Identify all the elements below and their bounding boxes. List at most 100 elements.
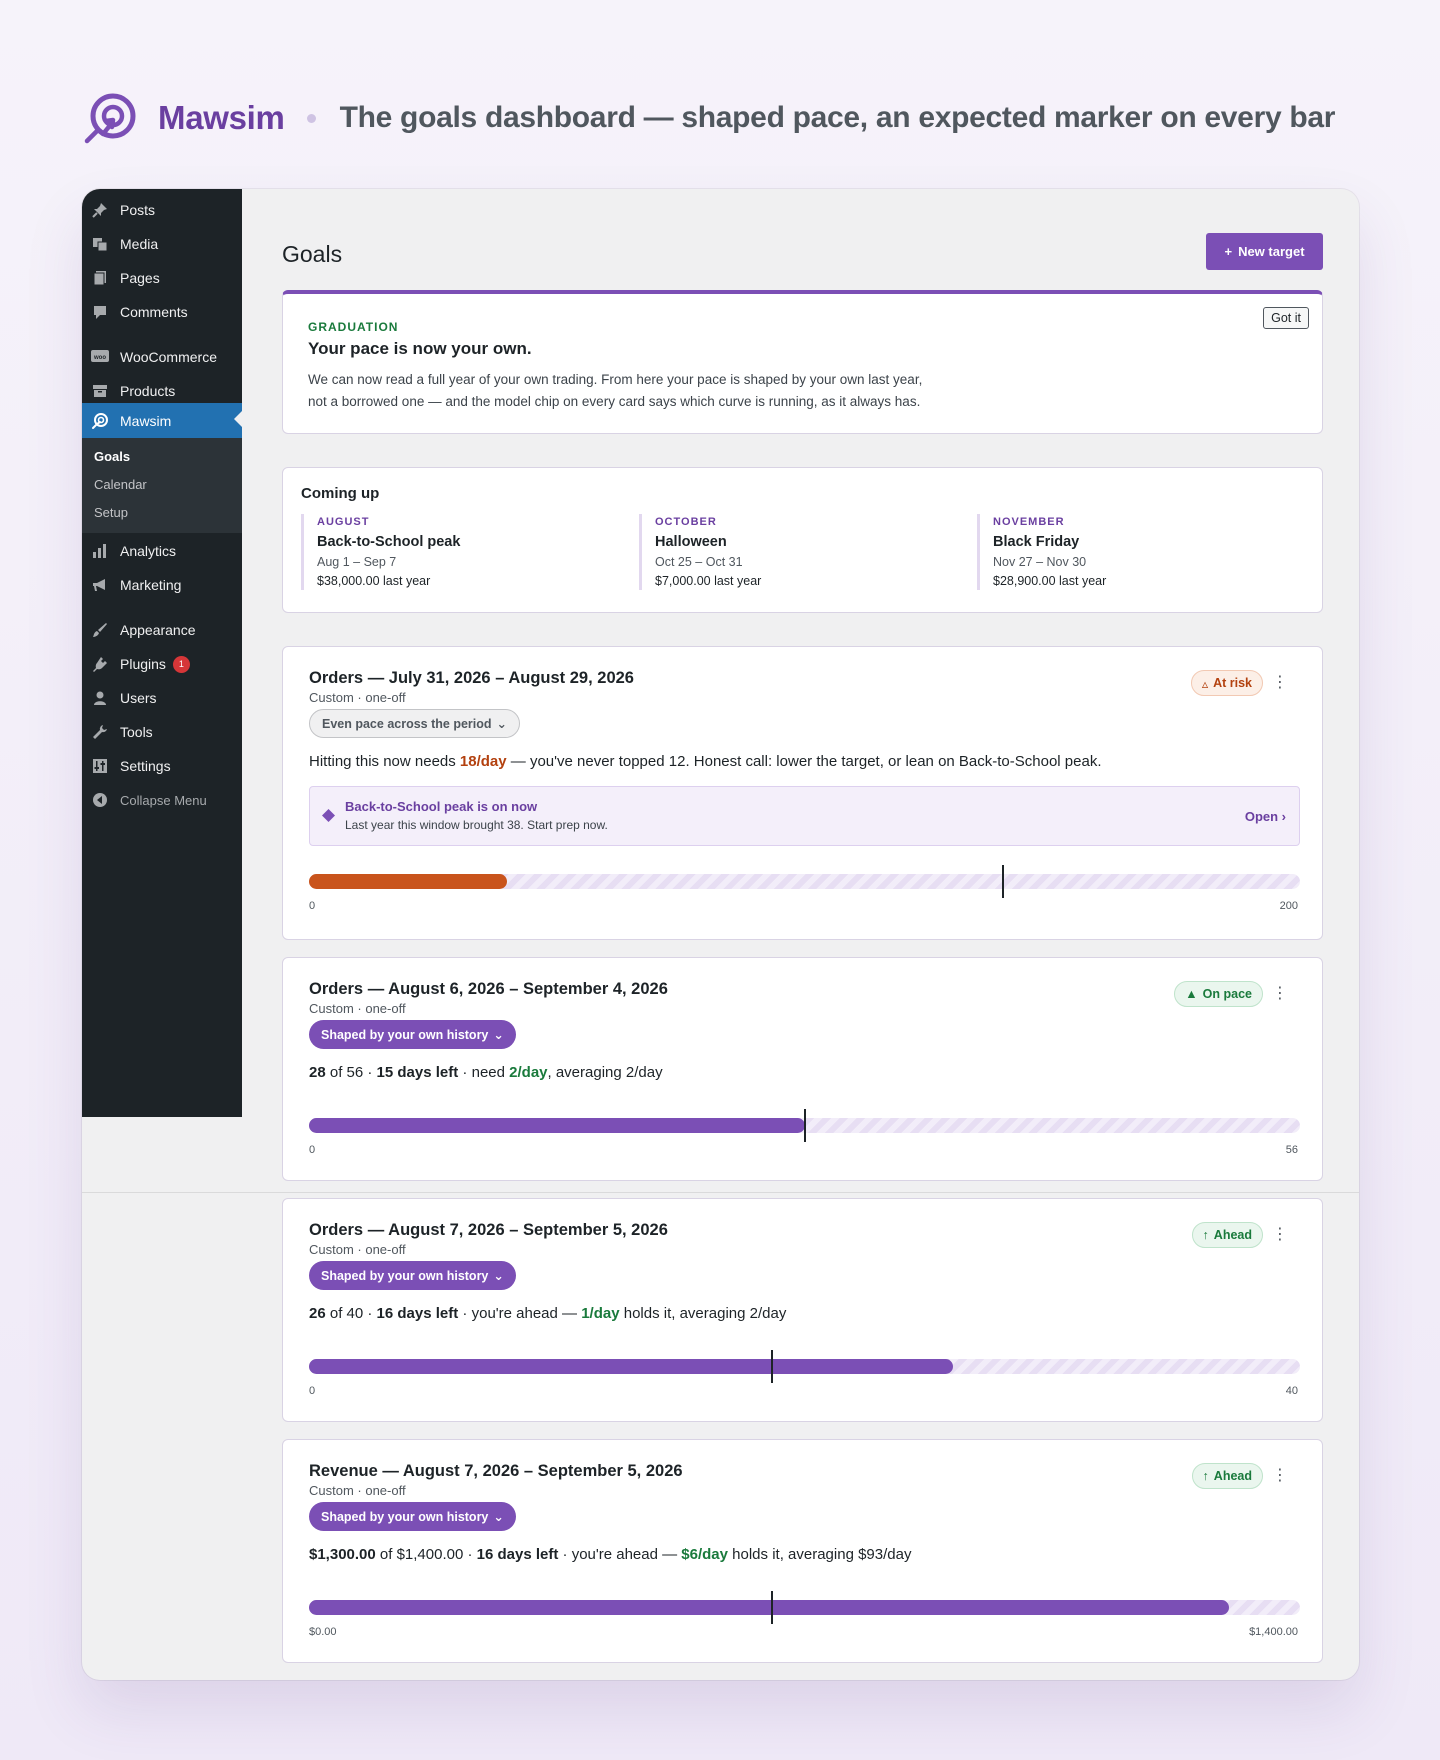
sidebar-item-settings[interactable]: Settings [82, 750, 242, 782]
sidebar-item-label: WooCommerce [120, 349, 217, 365]
new-target-button[interactable]: + New target [1206, 233, 1323, 270]
got-it-button[interactable]: Got it [1263, 307, 1309, 329]
graduation-notice: GRADUATION Your pace is now your own. We… [282, 290, 1323, 434]
pace-text: · you're ahead — [558, 1546, 682, 1563]
event-last-year: $28,900.00 last year [993, 574, 1107, 588]
overlay-divider [82, 1192, 1359, 1193]
coming-up-event[interactable]: OCTOBER Halloween Oct 25 – Oct 31 $7,000… [639, 514, 959, 590]
pace-text: holds it, averaging 2/day [619, 1305, 787, 1322]
pace-text: of 40 · [325, 1305, 377, 1322]
sidebar-item-label: Collapse Menu [120, 792, 207, 808]
notice-title: Your pace is now your own. [308, 339, 532, 358]
progress-track [309, 1591, 1300, 1624]
needed-rate: $6/day [681, 1546, 728, 1563]
submenu-item-goals[interactable]: Goals [94, 449, 131, 464]
sidebar-item-comments[interactable]: Comments [82, 296, 242, 328]
coming-up-event[interactable]: NOVEMBER Black Friday Nov 27 – Nov 30 $2… [977, 514, 1297, 590]
pace-text: · you're ahead — [458, 1305, 582, 1322]
new-target-label: New target [1238, 244, 1305, 259]
sidebar-item-label: Pages [120, 270, 160, 286]
pace-text: holds it, averaging $93/day [728, 1546, 912, 1563]
model-chip-label: Shaped by your own history [321, 1027, 489, 1042]
progress-fill [309, 1600, 1230, 1615]
event-dates: Nov 27 – Nov 30 [993, 555, 1087, 569]
sidebar-item-label: Users [120, 690, 157, 706]
warning-icon: ▵ [1201, 676, 1209, 691]
sidebar-item-analytics[interactable]: Analytics [82, 535, 242, 567]
coming-up-panel: Coming up AUGUST Back-to-School peak Aug… [282, 467, 1323, 613]
sidebar-item-posts[interactable]: Posts [82, 194, 242, 226]
event-name: Halloween [655, 534, 727, 550]
admin-sidebar: Posts Media Pages Comments woo WooCommer… [82, 189, 242, 1117]
triangle-up-icon: ▲ [1185, 987, 1198, 1001]
sidebar-item-plugins[interactable]: Plugins 1 [82, 648, 242, 680]
diamond-icon [322, 809, 335, 822]
sidebar-item-appearance[interactable]: Appearance [82, 614, 242, 646]
pace-text: — you've never topped 12. Honest call: l… [506, 753, 1102, 770]
current-value: 26 [309, 1305, 326, 1322]
axis-min: 0 [309, 900, 316, 912]
progress-fill [309, 874, 508, 889]
progress-track [309, 1350, 1300, 1383]
page-title: Goals [282, 241, 343, 267]
model-chip-label: Shaped by your own history [321, 1509, 489, 1524]
model-chip-label: Shaped by your own history [321, 1268, 489, 1283]
current-value: 28 [309, 1064, 326, 1081]
more-options-icon[interactable]: ⋮ [1272, 1467, 1288, 1484]
needed-rate: 1/day [581, 1305, 620, 1322]
sidebar-item-woocommerce[interactable]: woo WooCommerce [82, 341, 242, 373]
event-month: AUGUST [317, 516, 370, 528]
status-label: Ahead [1213, 1469, 1252, 1483]
sidebar-item-mawsim[interactable]: Mawsim [82, 403, 242, 439]
goal-title: Orders — July 31, 2026 – August 29, 2026 [309, 669, 634, 687]
notice-body-line: We can now read a full year of your own … [308, 372, 923, 387]
model-chip[interactable]: Shaped by your own history ⌄ [309, 1502, 516, 1531]
pace-text: of $1,400.00 · [375, 1546, 477, 1563]
sidebar-item-products[interactable]: Products [82, 375, 242, 407]
submenu-item-calendar[interactable]: Calendar [94, 477, 147, 492]
goal-subtitle: Custom · one-off [309, 1483, 406, 1498]
open-link[interactable]: Open › [1244, 809, 1286, 824]
axis-max: 40 [1285, 1385, 1298, 1397]
pages-icon [90, 268, 110, 288]
event-last-year: $7,000.00 last year [655, 574, 762, 588]
more-options-icon[interactable]: ⋮ [1272, 1226, 1288, 1243]
goal-title: Revenue — August 7, 2026 – September 5, … [309, 1462, 683, 1480]
brand-name: Mawsim [158, 99, 285, 136]
model-chip[interactable]: Shaped by your own history ⌄ [309, 1020, 516, 1049]
model-chip[interactable]: Even pace across the period ⌄ [309, 709, 520, 738]
model-chip[interactable]: Shaped by your own history ⌄ [309, 1261, 516, 1290]
status-badge: ▲ On pace [1174, 981, 1263, 1007]
coming-up-event[interactable]: AUGUST Back-to-School peak Aug 1 – Sep 7… [301, 514, 621, 590]
media-icon [90, 234, 110, 254]
woo-icon: woo [90, 347, 110, 367]
axis-min: 0 [309, 1144, 316, 1156]
collapse-menu-button[interactable]: Collapse Menu [82, 784, 242, 816]
sidebar-item-pages[interactable]: Pages [82, 262, 242, 294]
sidebar-item-label: Marketing [120, 577, 182, 593]
more-options-icon[interactable]: ⋮ [1272, 674, 1288, 691]
more-options-icon[interactable]: ⋮ [1272, 985, 1288, 1002]
notice-body: We can now read a full year of your own … [308, 369, 1008, 413]
comment-icon [90, 302, 110, 322]
model-chip-label: Even pace across the period [322, 716, 492, 731]
sidebar-item-tools[interactable]: Tools [82, 716, 242, 748]
submenu-item-setup[interactable]: Setup [94, 505, 128, 520]
pin-icon [90, 200, 110, 220]
sidebar-item-label: Mawsim [120, 413, 172, 429]
goal-card: Orders — August 6, 2026 – September 4, 2… [282, 957, 1323, 1181]
sidebar-item-media[interactable]: Media [82, 228, 242, 260]
days-left: 16 days left [376, 1305, 459, 1322]
sidebar-item-users[interactable]: Users [82, 682, 242, 714]
event-name: Back-to-School peak [317, 534, 461, 550]
archive-icon [90, 381, 110, 401]
status-badge: ↑ Ahead [1191, 1222, 1263, 1248]
separator-dot [306, 113, 316, 123]
mawsim-logo-icon [82, 90, 138, 146]
event-last-year: $38,000.00 last year [317, 574, 431, 588]
plus-icon: + [1224, 244, 1233, 259]
chevron-down-icon: ⌄ [496, 717, 507, 731]
expected-marker [770, 1591, 773, 1624]
wrench-icon [90, 722, 110, 742]
sidebar-item-marketing[interactable]: Marketing [82, 569, 242, 601]
